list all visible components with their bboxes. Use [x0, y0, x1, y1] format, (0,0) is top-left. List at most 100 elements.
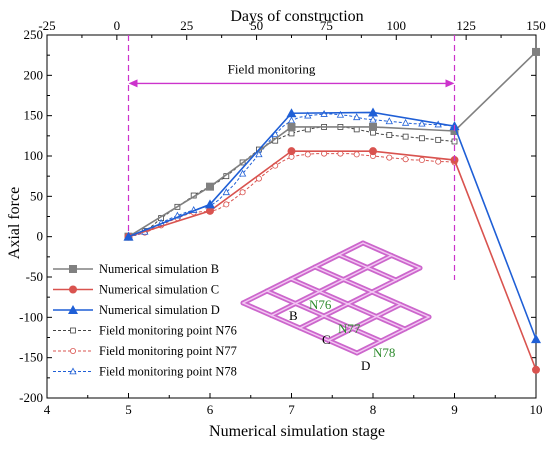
data-point — [532, 47, 540, 56]
inset-beam-highlight — [318, 290, 349, 305]
inset-beam-highlight — [294, 290, 321, 305]
inset-beam-highlight — [356, 340, 382, 354]
inset-beam-highlight — [366, 266, 397, 281]
x2-tick-label: 25 — [180, 18, 193, 33]
x2-axis-title: Days of construction — [230, 8, 363, 25]
data-point — [336, 110, 345, 118]
inset-beam-highlight — [266, 278, 292, 292]
inset-label-n76: N76 — [309, 297, 332, 312]
data-point — [70, 347, 77, 354]
series-line — [128, 111, 537, 340]
inset-beam-highlight — [323, 315, 354, 330]
data-point — [239, 189, 246, 196]
series-line — [128, 150, 537, 371]
y-tick-label: 50 — [30, 188, 43, 203]
x-tick-label: 7 — [288, 402, 295, 417]
structure-inset: B C D N76 N77 N78 — [240, 240, 432, 373]
legend-item: Numerical simulation B — [53, 262, 219, 276]
inset-beam-highlight — [314, 254, 340, 268]
y-tick-label: 150 — [24, 108, 44, 123]
inset-beam-highlight — [323, 303, 349, 317]
x2-tick-label: 125 — [456, 18, 476, 33]
data-point — [304, 151, 311, 158]
inset-beam-highlight — [327, 327, 354, 342]
x-tick-label: 5 — [125, 402, 132, 417]
inset-beam-highlight — [242, 290, 268, 304]
data-point — [205, 199, 215, 209]
inset-beam-highlight — [270, 302, 297, 317]
inset-beam-highlight — [338, 242, 364, 256]
data-point — [70, 327, 76, 334]
y-tick-label: -150 — [19, 350, 43, 365]
inset-beam-highlight — [347, 291, 373, 305]
inset-beam-highlight — [327, 339, 358, 354]
inset-beam-highlight — [342, 266, 369, 281]
y-axis-title: Axial force — [6, 187, 23, 259]
data-point — [304, 111, 312, 119]
annotation-layer: Field monitoring — [127, 35, 456, 280]
inset-beam-highlight — [380, 328, 406, 342]
inset-beam-highlight — [362, 242, 393, 257]
field-monitoring-label: Field monitoring — [228, 61, 316, 76]
inset-beam-highlight — [290, 278, 321, 293]
inset-beam-highlight — [314, 266, 345, 281]
inset-beam-highlight — [290, 266, 316, 280]
data-point — [353, 151, 360, 158]
data-point — [402, 133, 409, 140]
inset-beam-highlight — [266, 290, 297, 305]
y-tick-label: -50 — [26, 269, 43, 284]
x-tick-label: 8 — [370, 402, 377, 417]
arrow-head-left — [128, 79, 138, 88]
inset-beam-highlight — [351, 327, 382, 342]
data-point — [369, 122, 377, 131]
inset-beam-highlight — [390, 254, 421, 269]
x2-tick-label: 150 — [526, 18, 546, 33]
legend-label: Field monitoring point N76 — [99, 324, 237, 338]
data-point — [418, 157, 425, 164]
data-point — [435, 158, 442, 165]
x-tick-label: 9 — [451, 402, 458, 417]
inset-beam-highlight — [242, 302, 273, 317]
y-tick-label: 100 — [24, 148, 44, 163]
inset-beam-highlight — [366, 254, 393, 269]
data-point — [255, 150, 263, 158]
series-field-monitoring-point-n77 — [125, 150, 458, 240]
inset-beam-highlight — [347, 303, 378, 318]
x-tick-label: 10 — [530, 402, 543, 417]
x-tick-label: 6 — [207, 402, 214, 417]
arrow-head-right — [445, 79, 455, 88]
legend: Numerical simulation B Numerical simulati… — [53, 262, 237, 379]
x2-tick-label: -25 — [38, 18, 55, 33]
data-point — [206, 206, 214, 215]
x2-tick-label: 75 — [320, 18, 333, 33]
legend-item: Field monitoring point N76 — [53, 324, 237, 338]
inset-beam-highlight — [371, 291, 402, 306]
data-point — [69, 285, 77, 294]
inset-beam-highlight — [371, 279, 397, 293]
inset-beam-highlight — [404, 316, 430, 330]
x-axis-title: Numerical simulation stage — [209, 423, 385, 440]
inset-label-b: B — [289, 308, 298, 323]
inset-beam-highlight — [375, 315, 406, 330]
data-point — [368, 107, 378, 117]
legend-label: Numerical simulation D — [99, 303, 220, 317]
data-point — [69, 265, 77, 273]
data-point — [418, 135, 425, 142]
data-point — [386, 132, 393, 138]
x2-tick-label: 0 — [114, 18, 121, 33]
series-line — [128, 153, 455, 238]
data-point — [435, 136, 442, 143]
y-tick-label: -200 — [19, 390, 43, 405]
axes: 4 5 6 7 8 9 10 -25 0 25 50 75 100 125 150 -200 -150 -100 -… — [19, 18, 546, 417]
inset-beam-highlight — [299, 315, 325, 329]
data-point — [238, 169, 247, 177]
data-point — [418, 119, 426, 127]
legend-item: Field monitoring point N77 — [53, 344, 237, 358]
inset-label-c: C — [322, 332, 331, 347]
data-point — [123, 231, 134, 241]
x2-tick-label: 100 — [387, 18, 407, 33]
series-line — [128, 51, 537, 238]
y-tick-label: -100 — [19, 309, 43, 324]
data-point — [402, 156, 409, 163]
